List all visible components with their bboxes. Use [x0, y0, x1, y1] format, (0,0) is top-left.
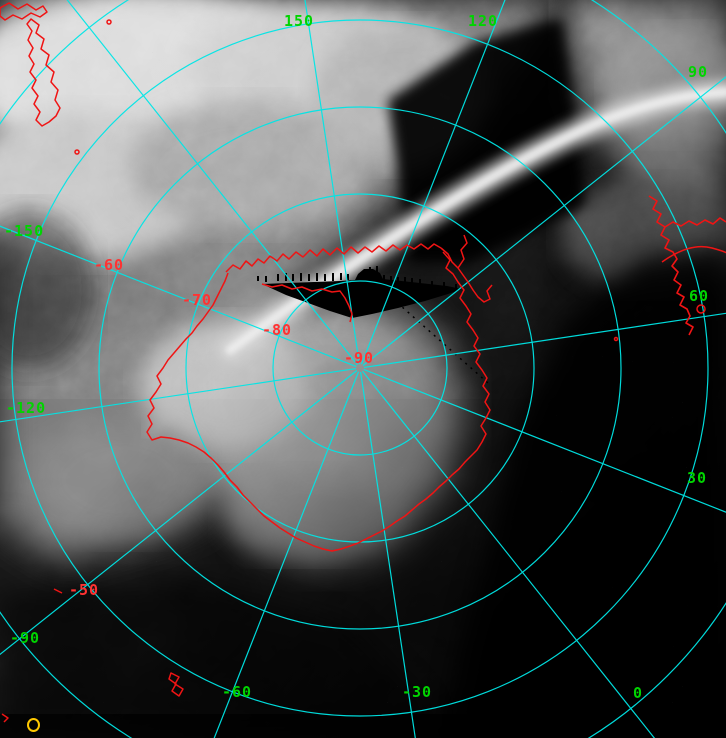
meridian-0 — [362, 370, 656, 738]
coastline-antarctica-main — [146, 251, 491, 552]
coastline-south-america-north — [664, 217, 726, 228]
station-marker-icon — [27, 718, 40, 732]
image-caption: ANTARCTIC COMPOSITE VISIBLE IMAGE 14 FEB… — [22, 715, 726, 735]
latitude-circle--50 — [11, 19, 709, 717]
sensor-noise-dark-area — [0, 340, 726, 738]
island-dot-3 — [74, 149, 80, 155]
coastline-fragment-bottom — [1, 713, 9, 723]
meridian-90 — [362, 76, 726, 366]
coastline-south-america — [648, 195, 694, 336]
meridian-60 — [363, 312, 726, 369]
coastline-antarctic-peninsula — [440, 234, 493, 303]
meridian-150 — [304, 0, 361, 365]
meridian--60 — [213, 371, 360, 738]
coastline-antarctica-upper — [225, 243, 442, 273]
meridian-120 — [360, 0, 506, 365]
coastline-south-america-bay — [661, 245, 726, 263]
meridian--120 — [0, 367, 357, 423]
coastline-new-zealand-north — [0, 2, 48, 21]
island-falkland — [696, 304, 706, 314]
latitude-circle--60 — [98, 106, 622, 630]
coastline-under-wedge — [261, 283, 353, 323]
meridian--150 — [0, 225, 357, 368]
meridian--90 — [0, 370, 358, 656]
data-gap-wedge — [257, 266, 489, 384]
latitude-circle--80 — [272, 280, 448, 456]
island-dot-1 — [613, 336, 619, 342]
meridian--30 — [359, 371, 416, 738]
coastline-fragment-w — [53, 588, 63, 594]
caption-backdrop — [0, 714, 726, 738]
coastline-new-zealand-south — [26, 18, 61, 127]
coastline-fragment-sw — [168, 672, 184, 697]
coastlines — [0, 2, 726, 723]
meridian-30 — [363, 368, 726, 513]
meridian-180 — [66, 0, 358, 366]
island-dot-2 — [106, 19, 112, 25]
